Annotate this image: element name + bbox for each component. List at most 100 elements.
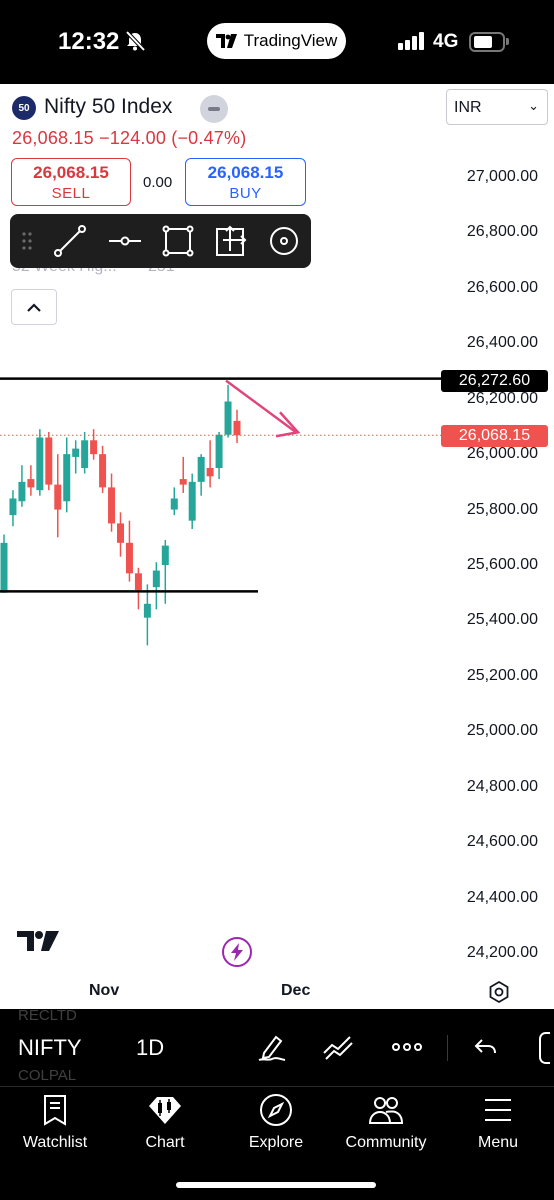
y-axis-tick: 26,000.00 xyxy=(466,445,538,463)
toolbar-divider xyxy=(447,1035,448,1061)
candle-body xyxy=(161,545,169,565)
arrow-line xyxy=(225,379,297,434)
undo-icon[interactable] xyxy=(472,1031,500,1063)
battery-tip xyxy=(506,38,509,45)
horizontal-ray-icon[interactable] xyxy=(105,221,145,261)
y-axis-tick: 25,800.00 xyxy=(466,500,538,518)
move-icon[interactable] xyxy=(211,221,251,261)
nav-community[interactable]: Community xyxy=(331,1092,441,1152)
candle-body xyxy=(215,434,223,468)
nav-divider xyxy=(0,1086,554,1087)
nav-watchlist[interactable]: Watchlist xyxy=(0,1092,110,1152)
nav-label: Chart xyxy=(145,1134,185,1151)
settings-icon[interactable] xyxy=(487,980,511,1004)
candle-body xyxy=(233,420,241,436)
symbol-badge: 50 xyxy=(12,96,36,120)
trend-line-icon[interactable] xyxy=(50,221,90,261)
y-axis-tick: 24,400.00 xyxy=(466,888,538,906)
more-icon[interactable] xyxy=(391,1031,423,1063)
y-axis-tick: 24,600.00 xyxy=(466,833,538,851)
y-axis-tick: 25,200.00 xyxy=(466,666,538,684)
price-chart[interactable] xyxy=(0,84,554,1009)
symbol-selector[interactable]: NIFTY xyxy=(18,1035,82,1060)
y-axis-tick: 26,200.00 xyxy=(466,389,538,407)
lightning-icon[interactable] xyxy=(222,937,252,967)
compass-icon xyxy=(260,1094,292,1126)
redo-icon[interactable] xyxy=(534,1031,554,1065)
tradingview-pill[interactable]: TradingView xyxy=(207,23,346,59)
watchlist-icon xyxy=(44,1095,66,1126)
candle-body xyxy=(63,454,71,502)
nav-label: Community xyxy=(345,1134,427,1151)
chart-screen: 50 Nifty 50 Index INR ⌄ 26,068.15 −124.0… xyxy=(0,84,554,1009)
candle-body xyxy=(152,570,160,588)
y-axis-tick: 24,800.00 xyxy=(466,777,538,795)
signal-icon xyxy=(398,32,424,50)
last-price-tag: 26,068.15 xyxy=(441,425,548,447)
candle-body xyxy=(108,487,116,524)
candle-body xyxy=(170,498,178,510)
status-bar: 12:32 TradingView 4G xyxy=(0,0,554,84)
interval-selector[interactable]: 1D xyxy=(136,1035,165,1060)
candle-body xyxy=(90,440,98,455)
candle-body xyxy=(9,498,17,516)
candle-body xyxy=(134,573,142,590)
buy-button[interactable]: 26,068.15 BUY xyxy=(185,158,306,206)
buy-price: 26,068.15 xyxy=(207,163,284,182)
candle-body xyxy=(99,454,107,488)
chevron-up-icon xyxy=(27,303,41,312)
collapse-indicators-button[interactable] xyxy=(11,289,57,325)
x-axis-tick: Dec xyxy=(281,982,311,999)
candle-body xyxy=(179,479,187,485)
bell-muted-icon xyxy=(125,30,146,52)
price-change-line: 26,068.15 −124.00 (−0.47%) xyxy=(12,128,247,148)
horizontal-line-price-tag: 26,272.60 xyxy=(441,370,548,392)
sell-label: SELL xyxy=(51,185,91,202)
candle-body xyxy=(27,479,35,488)
sell-price: 26,068.15 xyxy=(33,163,109,182)
nav-label: Explore xyxy=(248,1134,304,1151)
home-indicator xyxy=(176,1182,376,1188)
nav-menu[interactable]: Menu xyxy=(443,1092,553,1152)
nav-chart[interactable]: Chart xyxy=(110,1092,220,1152)
y-axis-tick: 25,400.00 xyxy=(466,611,538,629)
candle-body xyxy=(54,484,62,510)
tradingview-label: TradingView xyxy=(243,31,338,50)
pen-icon[interactable] xyxy=(256,1031,288,1063)
ghost-symbol: COLPAL xyxy=(18,1067,77,1084)
community-icon xyxy=(368,1097,404,1124)
rectangle-icon[interactable] xyxy=(158,221,198,261)
tradingview-watermark-icon xyxy=(17,931,59,951)
candle-body xyxy=(188,481,196,521)
network-type: 4G xyxy=(433,31,459,52)
circle-icon[interactable] xyxy=(264,221,304,261)
nav-label: Menu xyxy=(477,1134,519,1151)
candle-body xyxy=(0,542,8,593)
clock: 12:32 xyxy=(58,28,120,55)
candle-body xyxy=(117,523,124,543)
candle-body xyxy=(125,542,133,574)
indicators-icon[interactable] xyxy=(322,1031,356,1063)
x-axis-tick: Nov xyxy=(89,982,120,999)
candle-body xyxy=(206,468,214,477)
y-axis-tick: 24,200.00 xyxy=(466,944,538,961)
y-axis-tick: 26,600.00 xyxy=(466,278,538,296)
y-axis-tick: 25,000.00 xyxy=(466,722,538,740)
candle-body xyxy=(72,448,80,457)
bottom-bar: RECLTD COLPAL NIFTY 1D Watchlist xyxy=(0,1007,554,1200)
sell-button[interactable]: 26,068.15 SELL xyxy=(11,158,131,206)
currency-select[interactable]: INR ⌄ xyxy=(446,89,548,125)
collapse-header-button[interactable] xyxy=(200,95,228,123)
buy-label: BUY xyxy=(229,185,262,202)
y-axis-tick: 25,600.00 xyxy=(466,556,538,573)
y-axis-tick: 26,400.00 xyxy=(466,334,538,352)
symbol-title[interactable]: Nifty 50 Index xyxy=(44,95,173,118)
nav-explore[interactable]: Explore xyxy=(221,1092,331,1152)
candle-body xyxy=(36,437,44,491)
arrow-head xyxy=(275,411,301,438)
y-axis-tick: 27,000.00 xyxy=(466,168,538,185)
drag-handle-icon[interactable] xyxy=(7,221,47,261)
candle-body xyxy=(143,603,151,618)
candle-body xyxy=(197,456,205,482)
tradingview-logo-icon xyxy=(215,34,237,48)
